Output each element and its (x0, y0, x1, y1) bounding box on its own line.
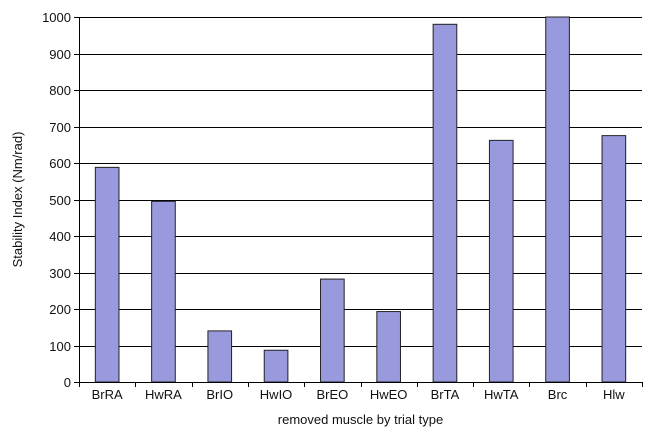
y-tick-label: 200 (49, 302, 71, 317)
bar-brra (94, 166, 120, 383)
y-tick-label: 600 (49, 156, 71, 171)
y-tick-label: 800 (49, 83, 71, 98)
x-tick-label: Hlw (603, 387, 625, 402)
y-tick-label: 1000 (42, 10, 71, 25)
bar-breo (320, 278, 345, 383)
bar-hwra (151, 200, 176, 383)
y-tick-label: 300 (49, 266, 71, 281)
y-tick-label: 400 (49, 229, 71, 244)
bar-brc (545, 16, 570, 383)
y-tick-label: 100 (49, 339, 71, 354)
bar-hweo (376, 311, 401, 383)
x-tick-label: HwRA (145, 387, 182, 402)
y-tick-label: 700 (49, 120, 71, 135)
y-tick-label: 0 (64, 375, 71, 390)
x-tick-label: HwTA (484, 387, 519, 402)
x-tick-label: Brc (548, 387, 568, 402)
y-tick-label: 500 (49, 193, 71, 208)
y-tick-labels: 0 100 200 300 400 500 600 700 800 900 1000 (42, 10, 71, 390)
x-tick-label: HwEO (370, 387, 408, 402)
bar-hlw (601, 135, 627, 383)
y-tick-label: 900 (49, 47, 71, 62)
bar-hwio (263, 349, 289, 383)
bar-brta (432, 23, 458, 383)
axes (74, 17, 643, 387)
x-tick-label: BrRA (92, 387, 123, 402)
x-axis-title: removed muscle by trial type (278, 412, 443, 427)
x-tick-label: BrIO (206, 387, 233, 402)
bar-hwta (488, 139, 514, 383)
bars (94, 16, 627, 383)
bar-brio (207, 330, 233, 383)
x-tick-label: BrEO (316, 387, 348, 402)
y-axis-title: Stability Index (Nm/rad) (10, 132, 25, 268)
x-tick-label: HwIO (260, 387, 293, 402)
x-tick-label: BrTA (431, 387, 460, 402)
x-tick-labels: BrRA HwRA BrIO HwIO BrEO HwEO BrTA HwTA Brc Hlw (92, 387, 626, 402)
